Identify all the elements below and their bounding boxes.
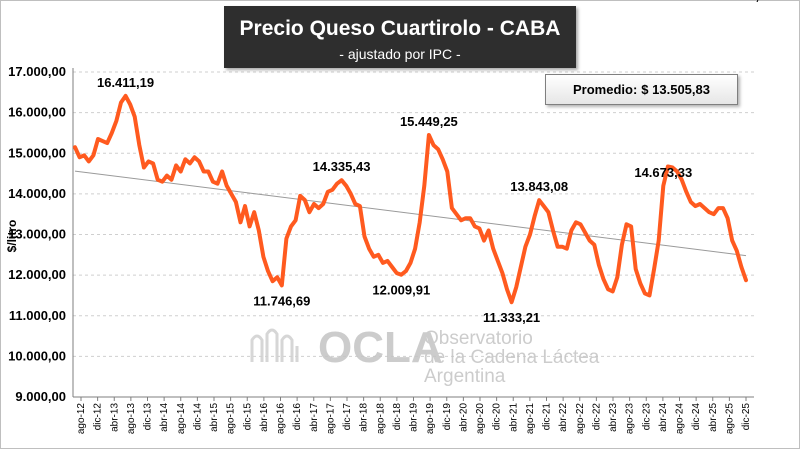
- data-label: 12.009,91: [372, 283, 430, 298]
- x-tick-label: dic-15: [242, 403, 253, 431]
- ocla-logo-mark: [250, 328, 299, 362]
- y-tick-label: 16.000,00: [8, 105, 66, 120]
- data-label: 11.746,69: [253, 293, 310, 308]
- data-label: 14.335,43: [313, 159, 371, 174]
- x-tick-label: abr-24: [658, 403, 669, 432]
- x-tick-label: dic-17: [342, 403, 353, 431]
- x-tick-label: dic-23: [641, 403, 652, 431]
- x-tick-label: ago-16: [276, 403, 287, 435]
- x-tick-label: dic-16: [292, 403, 303, 431]
- watermark-line-1: Observatorio: [424, 328, 533, 349]
- data-label: 11.333,21: [483, 310, 540, 325]
- y-tick-label: 9.000,00: [15, 389, 66, 404]
- x-tick-label: dic-25: [741, 403, 752, 431]
- x-tick-label: ago-18: [375, 403, 386, 435]
- x-tick-label: ago-12: [76, 403, 87, 435]
- ocla-watermark: OCLA Observatorio de la Cadena Láctea Ar…: [250, 323, 600, 387]
- x-tick-label: ago-19: [425, 403, 436, 435]
- watermark-line-3: Argentina: [424, 366, 506, 387]
- x-tick-label: ago-25: [724, 403, 735, 435]
- ocla-logo-text: OCLA: [318, 323, 443, 372]
- y-tick-label: 11.000,00: [9, 308, 66, 323]
- average-box: Promedio: $ 13.505,83: [545, 74, 738, 105]
- average-label: Promedio:: [573, 82, 638, 97]
- x-tick-label: abr-21: [508, 403, 519, 432]
- y-axis: 9.000,00 10.000,00 11.000,00 12.000,00 13.00…: [8, 64, 74, 404]
- x-tick-label: dic-24: [691, 403, 702, 431]
- y-tick-label: 15.000,00: [8, 145, 66, 160]
- x-tick-label: ago-22: [575, 403, 586, 435]
- y-tick-label: 14.000,00: [8, 186, 66, 201]
- annotations: 16.411,19 11.746,69 14.335,43 12.009,91 15.4…: [97, 0, 774, 325]
- x-tick-label: abr-19: [409, 403, 420, 432]
- y-tick-label: 13.000,00: [8, 227, 66, 242]
- x-tick-label: ago-23: [625, 403, 636, 435]
- price-series-line: [73, 93, 748, 305]
- x-tick-label: abr-25: [708, 403, 719, 432]
- trend-line: [74, 170, 747, 257]
- x-tick-label: ago-21: [525, 403, 536, 435]
- data-label: 16.411,19: [97, 75, 154, 90]
- x-tick-label: ago-24: [675, 403, 686, 435]
- x-tick-label: abr-17: [309, 403, 320, 432]
- x-tick-label: ago-15: [226, 403, 237, 435]
- x-tick-label: ago-14: [176, 403, 187, 435]
- x-tick-label: dic-20: [492, 403, 503, 431]
- x-axis: ago-12 dic-12 abr-13 ago-13 dic-13 abr-14 ago-…: [73, 396, 754, 435]
- x-tick-label: abr-13: [109, 403, 120, 432]
- x-tick-label: ago-20: [475, 403, 486, 435]
- chart-title-box: Precio Queso Cuartirolo - CABA - ajustad…: [224, 6, 576, 68]
- x-tick-label: dic-14: [192, 403, 203, 431]
- x-tick-label: ago-13: [126, 403, 137, 435]
- x-tick-label: abr-23: [608, 403, 619, 432]
- chart-subtitle: - ajustado por IPC -: [339, 46, 461, 62]
- x-tick-label: abr-22: [558, 403, 569, 432]
- x-tick-label: dic-18: [392, 403, 403, 431]
- y-tick-label: 12.000,00: [8, 267, 66, 282]
- x-tick-label: dic-12: [93, 403, 104, 431]
- x-tick-label: abr-20: [458, 403, 469, 432]
- data-label: 11.873,96: [716, 0, 773, 3]
- data-label: 14.673,33: [634, 165, 692, 180]
- x-tick-label: abr-18: [359, 403, 370, 432]
- x-tick-label: dic-22: [591, 403, 602, 431]
- x-tick-label: abr-14: [159, 403, 170, 432]
- x-tick-label: dic-19: [442, 403, 453, 431]
- x-tick-label: ago-17: [325, 403, 336, 435]
- x-tick-label: abr-15: [209, 403, 220, 432]
- x-tick-label: abr-16: [259, 403, 270, 432]
- data-label: 13.843,08: [510, 179, 568, 194]
- data-label: 15.449,25: [400, 114, 458, 129]
- y-tick-label: 17.000,00: [8, 64, 66, 79]
- chart-title: Precio Queso Cuartirolo - CABA: [239, 17, 561, 40]
- y-axis-label: $/litro: [5, 220, 19, 253]
- y-tick-label: 10.000,00: [8, 348, 66, 363]
- watermark-line-2: de la Cadena Láctea: [424, 347, 600, 368]
- average-value: $ 13.505,83: [641, 82, 710, 97]
- x-tick-label: dic-21: [542, 403, 553, 431]
- x-tick-label: dic-13: [143, 403, 154, 431]
